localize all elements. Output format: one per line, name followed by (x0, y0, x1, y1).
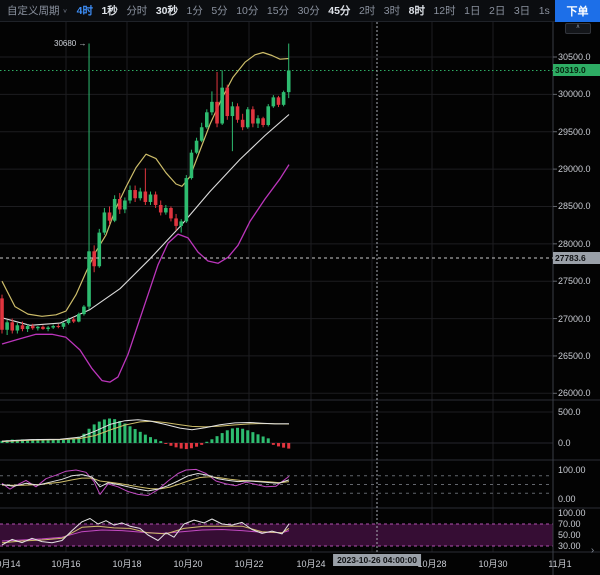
last-price-tag: 30319.0 (553, 64, 600, 76)
custom-period-menu[interactable]: 自定义周期 ∨ (7, 3, 68, 18)
timeframe-button[interactable]: 15分 (267, 3, 289, 18)
expand-panel-button[interactable]: › (587, 544, 598, 557)
timeframe-button[interactable]: 45分 (328, 3, 350, 18)
bollinger-bands (2, 53, 289, 383)
timeframe-button[interactable]: 8时 (409, 3, 425, 18)
custom-period-label: 自定义周期 (7, 3, 60, 18)
timeframe-button[interactable]: 2时 (359, 3, 375, 18)
timeframe-button[interactable]: 1分 (187, 3, 203, 18)
timeframe-button[interactable]: 10分 (236, 3, 258, 18)
crosshair-time-tag: 2023-10-26 04:00:00 (333, 554, 421, 566)
timeframe-list: 4时 1秒分时 30秒 1分 5分 10分 15分 30分 45分 2时 3时 8时 12时 1日 2日 3日 (77, 3, 539, 18)
resolution-label[interactable]: 1s (539, 5, 550, 17)
timeframe-button[interactable]: 3日 (514, 3, 530, 18)
timeframe-button[interactable]: 2日 (489, 3, 505, 18)
macd-layer (1, 419, 291, 450)
crosshair-price-tag: 27783.6 (553, 252, 600, 264)
timeframe-button[interactable]: 12时 (433, 3, 455, 18)
kdj-layer (2, 469, 289, 495)
timeframe-button[interactable]: 30分 (298, 3, 320, 18)
timeframe-button[interactable]: 3时 (384, 3, 400, 18)
chart-canvas[interactable] (0, 0, 600, 575)
axis-ticks (553, 57, 557, 393)
timeframe-button[interactable]: 30秒 (156, 3, 178, 18)
timeframe-button[interactable]: 4时 (77, 3, 93, 18)
place-order-button[interactable]: 下单 (555, 0, 600, 22)
timeframe-button[interactable]: 1日 (464, 3, 480, 18)
timeframe-button[interactable]: 分时 (126, 3, 147, 18)
toolbar: 自定义周期 ∨ 4时 1秒分时 30秒 1分 5分 10分 15分 30分 45分 2时 3时 8时 1… (0, 0, 600, 22)
candles-layer (0, 44, 290, 335)
crosshair-layer (0, 22, 553, 552)
gridlines-layer (0, 22, 553, 552)
trading-chart-app: 自定义周期 ∨ 4时 1秒分时 30秒 1分 5分 10分 15分 30分 45分 2时 3时 8时 1… (0, 0, 600, 575)
spike-price-annotation: 30680 → (54, 39, 86, 48)
chevron-down-icon: ∨ (63, 7, 68, 13)
collapse-axis-button[interactable]: ∧ (565, 23, 591, 34)
timeframe-button[interactable]: 5分 (211, 3, 227, 18)
timeframe-button[interactable]: 1秒 (101, 3, 117, 18)
